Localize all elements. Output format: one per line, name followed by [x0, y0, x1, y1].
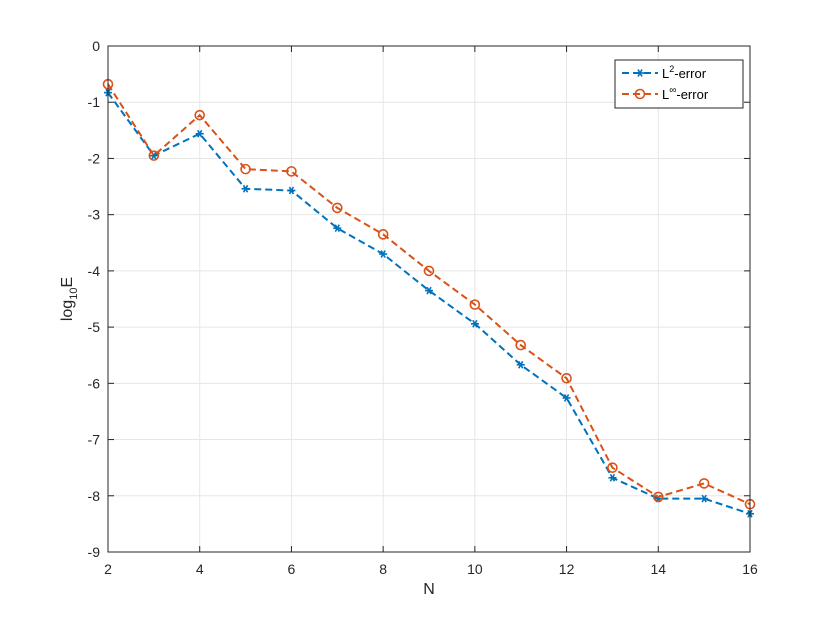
- data-point-circle: [377, 229, 389, 240]
- y-tick-label: -6: [88, 375, 101, 391]
- asterisk-stroke: [637, 69, 643, 77]
- data-point-asterisk: [608, 473, 617, 482]
- y-tick-label: 0: [92, 38, 100, 54]
- y-tick-label: -1: [88, 94, 101, 110]
- series-l2: [104, 88, 754, 518]
- y-axis-label: log10E: [59, 277, 80, 321]
- asterisk-stroke: [609, 473, 616, 482]
- data-point-circle: [515, 339, 527, 351]
- legend: L2-error L∞-error: [614, 59, 744, 109]
- asterisk-stroke: [563, 394, 570, 402]
- legend-label-l2-tail: -error: [674, 66, 706, 81]
- x-tick-label: 12: [559, 561, 575, 577]
- asterisk-stroke: [151, 151, 157, 160]
- data-point-asterisk: [333, 224, 342, 233]
- data-point-circle: [423, 265, 435, 277]
- legend-box: [614, 59, 744, 109]
- data-point-asterisk: [516, 360, 525, 369]
- series-linf: [102, 78, 756, 510]
- data-point-asterisk: [195, 129, 204, 138]
- legend-entry-l2: L2-error: [622, 64, 707, 81]
- asterisk-stroke: [701, 494, 707, 503]
- data-point-circle: [652, 491, 664, 503]
- legend-entry-linf: L∞-error: [622, 85, 709, 102]
- y-tick-label: -3: [88, 207, 101, 223]
- y-tick-label: -5: [88, 319, 101, 335]
- data-point-circle: [469, 299, 481, 310]
- x-tick-label: 2: [104, 561, 112, 577]
- data-point-asterisk: [379, 250, 388, 258]
- ticks: 2 4 6 8 10 12 14 16 0 -1 -2 -3 -4 -5 -6 -7 -8 -9: [88, 38, 758, 577]
- y-tick-label: -8: [88, 488, 101, 504]
- asterisk-stroke: [380, 250, 386, 258]
- asterisk-stroke: [518, 360, 524, 369]
- plot-area: [108, 46, 750, 552]
- asterisk-stroke: [472, 319, 478, 328]
- asterisk-stroke: [197, 129, 203, 138]
- x-tick-label: 6: [288, 561, 296, 577]
- data-point-circle: [148, 150, 160, 161]
- data-point-circle: [240, 163, 251, 175]
- asterisk-stroke: [426, 286, 432, 295]
- data-point-asterisk: [241, 184, 250, 193]
- axes-box: [107, 45, 751, 553]
- asterisk-stroke: [242, 184, 249, 193]
- series-line: [107, 92, 751, 515]
- asterisk-stroke: [334, 224, 340, 233]
- data-point-circle: [286, 166, 297, 177]
- series-layer: [102, 78, 756, 518]
- x-axis-label: N: [423, 581, 435, 598]
- x-tick-label: 8: [379, 561, 387, 577]
- y-tick-label: -4: [88, 263, 101, 279]
- data-point-circle: [698, 478, 710, 489]
- y-axis-label-base: log: [59, 300, 76, 321]
- data-point-asterisk: [562, 394, 571, 402]
- legend-label-linf-tail: -error: [676, 87, 708, 102]
- legend-label-l2: L2-error: [662, 64, 707, 81]
- y-tick-label: -2: [88, 150, 101, 166]
- legend-label-l2-sup: 2: [669, 64, 674, 74]
- data-point-circle: [634, 88, 646, 100]
- data-point-asterisk: [470, 319, 479, 328]
- legend-label-l2-base: L: [662, 66, 669, 81]
- y-tick-label: -9: [88, 544, 101, 560]
- y-axis-label-sub: 10: [68, 288, 80, 300]
- data-point-asterisk: [636, 69, 644, 77]
- data-point-circle: [194, 109, 206, 121]
- legend-marker-circle: [634, 88, 646, 100]
- series-line: [107, 83, 751, 506]
- asterisk-stroke: [288, 186, 295, 195]
- data-point-asterisk: [425, 286, 433, 295]
- y-tick-label: -7: [88, 432, 101, 448]
- data-point-circle: [607, 462, 618, 473]
- data-point-circle: [561, 372, 572, 384]
- x-tick-label: 4: [196, 561, 204, 577]
- data-point-circle: [331, 202, 343, 214]
- legend-marker-asterisk: [636, 69, 644, 77]
- data-point-asterisk: [700, 494, 709, 503]
- legend-label-linf-base: L: [662, 87, 669, 102]
- x-tick-label: 16: [742, 561, 758, 577]
- y-axis-label-tail: E: [59, 277, 76, 288]
- x-tick-label: 10: [467, 561, 483, 577]
- legend-label-linf: L∞-error: [662, 85, 709, 102]
- data-point-asterisk: [287, 186, 296, 195]
- x-tick-label: 14: [650, 561, 666, 577]
- legend-label-linf-sup: ∞: [669, 85, 676, 96]
